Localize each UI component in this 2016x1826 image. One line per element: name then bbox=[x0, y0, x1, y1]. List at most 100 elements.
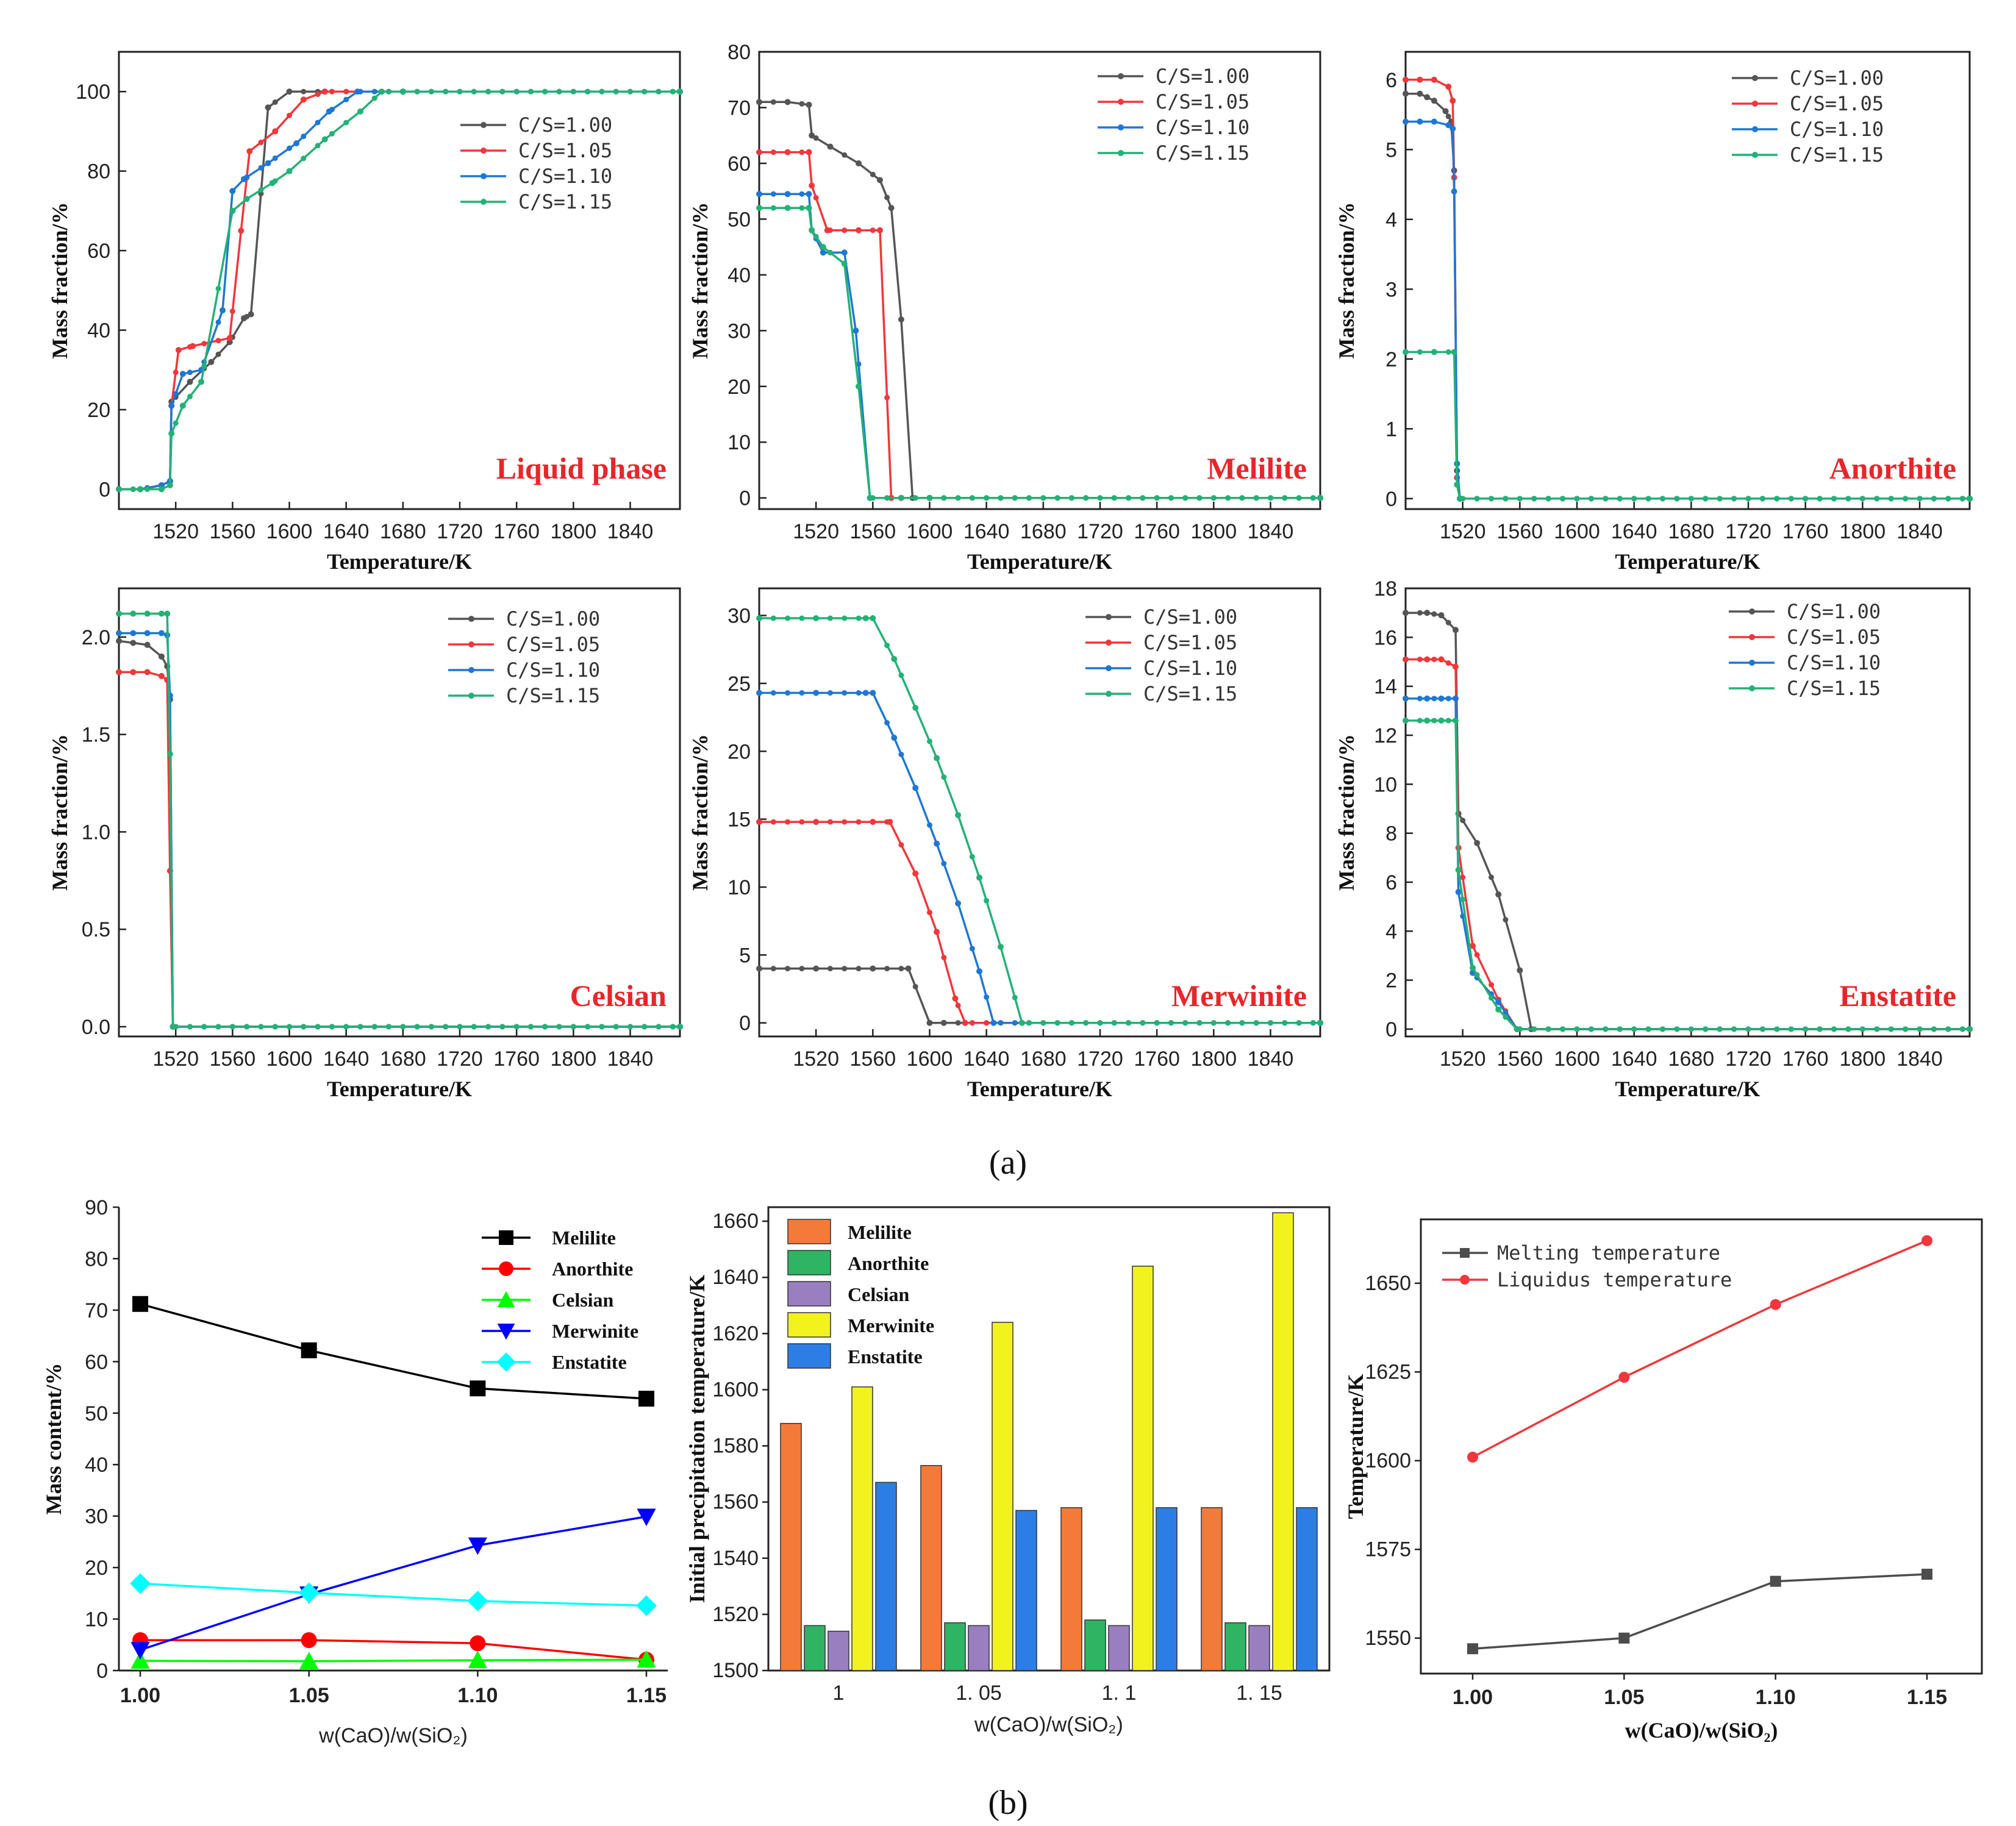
x-tick-label: 1720 bbox=[437, 1047, 483, 1071]
data-point bbox=[1959, 1026, 1965, 1032]
y-tick-label: 14 bbox=[1374, 676, 1397, 699]
data-point bbox=[158, 630, 165, 637]
x-axis-label: Temperature/K bbox=[967, 1077, 1112, 1101]
y-tick-label: 60 bbox=[87, 240, 110, 263]
data-point bbox=[820, 244, 826, 251]
data-point bbox=[1451, 349, 1457, 355]
legend-marker bbox=[1106, 614, 1112, 620]
y-tick-label: 1.0 bbox=[82, 821, 110, 844]
data-point bbox=[258, 1024, 264, 1030]
data-point bbox=[301, 155, 307, 162]
y-tick-label: 16 bbox=[1374, 626, 1397, 649]
data-point bbox=[187, 379, 193, 385]
data-point bbox=[116, 630, 122, 637]
data-point bbox=[984, 897, 990, 904]
data-point bbox=[756, 191, 762, 198]
data-point bbox=[941, 774, 947, 780]
data-point bbox=[315, 143, 321, 149]
data-point bbox=[998, 495, 1004, 501]
series-line bbox=[119, 90, 680, 491]
data-point bbox=[1445, 84, 1452, 90]
data-point bbox=[130, 1651, 150, 1669]
data-point bbox=[637, 1508, 656, 1527]
data-point bbox=[898, 316, 904, 323]
x-tick-label: 1640 bbox=[1611, 1047, 1657, 1071]
data-point bbox=[784, 149, 791, 155]
x-tick-label: 1840 bbox=[1896, 1047, 1943, 1071]
data-point bbox=[827, 143, 834, 150]
legend-label: C/S=1.05 bbox=[1790, 92, 1884, 115]
data-point bbox=[299, 1652, 319, 1669]
data-point bbox=[1888, 496, 1894, 502]
data-point bbox=[471, 88, 477, 95]
precipitation-panel: 1500 1520 1540 1560 1580 1600 1620 1640 1660 1 1. … bbox=[685, 1206, 1331, 1736]
data-point bbox=[1417, 90, 1423, 97]
x-tick-label: 1. 15 bbox=[1236, 1682, 1282, 1705]
data-point bbox=[1225, 495, 1231, 501]
y-tick-label: 10 bbox=[1374, 773, 1397, 796]
data-point bbox=[400, 1024, 406, 1030]
data-point bbox=[1445, 349, 1451, 355]
data-point bbox=[1210, 495, 1217, 501]
axes-frame bbox=[758, 51, 1321, 510]
data-point bbox=[1154, 495, 1160, 501]
data-point bbox=[130, 630, 137, 637]
bar bbox=[851, 1386, 873, 1671]
y-axis-label: Mass fraction/% bbox=[1334, 202, 1359, 359]
data-point bbox=[799, 101, 805, 107]
data-point bbox=[1168, 495, 1174, 501]
data-point bbox=[173, 391, 179, 397]
data-point bbox=[1154, 1020, 1160, 1026]
data-point bbox=[809, 182, 815, 189]
data-point bbox=[1770, 1299, 1781, 1310]
data-point bbox=[1424, 717, 1431, 724]
y-tick-label: 10 bbox=[727, 431, 751, 454]
data-point bbox=[1097, 495, 1103, 501]
y-tick-label: 0 bbox=[96, 1660, 108, 1683]
x-tick-label: 1.15 bbox=[1907, 1686, 1947, 1709]
data-point bbox=[1317, 494, 1323, 501]
legend-label: Merwinite bbox=[552, 1320, 638, 1342]
y-tick-label: 80 bbox=[727, 41, 751, 64]
melting-panel: 1550 1575 1600 1625 1650 1.00 1.05 1.10 1.15 w(Ca… bbox=[1343, 1218, 1983, 1742]
y-tick-label: 5 bbox=[1385, 138, 1397, 162]
x-tick-label: 1680 bbox=[1668, 520, 1715, 543]
data-point bbox=[784, 99, 791, 105]
data-point bbox=[756, 149, 762, 155]
data-point bbox=[806, 101, 812, 108]
data-point bbox=[862, 690, 869, 696]
data-point bbox=[1788, 496, 1794, 502]
y-axis-label: Mass fraction/% bbox=[48, 202, 72, 359]
anorthite-panel: 1520 1560 1600 1640 1680 1720 1760 1800 1840 0 1 2 3… bbox=[1334, 51, 1973, 574]
data-point bbox=[301, 134, 307, 140]
data-point bbox=[272, 128, 279, 135]
legend-marker bbox=[1106, 691, 1112, 697]
x-tick-label: 1680 bbox=[1020, 1047, 1067, 1071]
x-tick-label: 1720 bbox=[437, 520, 483, 543]
y-tick-label: 0.0 bbox=[82, 1016, 110, 1039]
data-point bbox=[240, 315, 247, 321]
x-tick-label: 1520 bbox=[1440, 1047, 1486, 1071]
data-point bbox=[116, 610, 122, 617]
series-line bbox=[140, 1658, 647, 1663]
x-tick-label: 1.10 bbox=[1756, 1686, 1796, 1709]
y-axis-label: Mass fraction/% bbox=[1334, 734, 1359, 891]
data-point bbox=[499, 1261, 513, 1276]
series-line bbox=[759, 691, 1320, 1024]
y-tick-label: 0 bbox=[739, 1012, 751, 1035]
data-point bbox=[130, 610, 137, 617]
data-point bbox=[326, 108, 332, 115]
legend-label: Celsian bbox=[848, 1283, 910, 1305]
y-tick-label: 5 bbox=[739, 944, 751, 967]
y-tick-label: 1620 bbox=[712, 1322, 759, 1345]
data-point bbox=[329, 1024, 335, 1030]
axes-frame bbox=[118, 51, 681, 510]
legend-marker bbox=[1752, 152, 1758, 158]
caption-b: (b) bbox=[988, 1784, 1028, 1822]
y-tick-label: 8 bbox=[1385, 822, 1397, 846]
data-point bbox=[677, 1024, 683, 1030]
data-point bbox=[813, 965, 820, 972]
data-point bbox=[1012, 1020, 1018, 1026]
data-point bbox=[1253, 495, 1259, 501]
data-point bbox=[1126, 495, 1132, 501]
